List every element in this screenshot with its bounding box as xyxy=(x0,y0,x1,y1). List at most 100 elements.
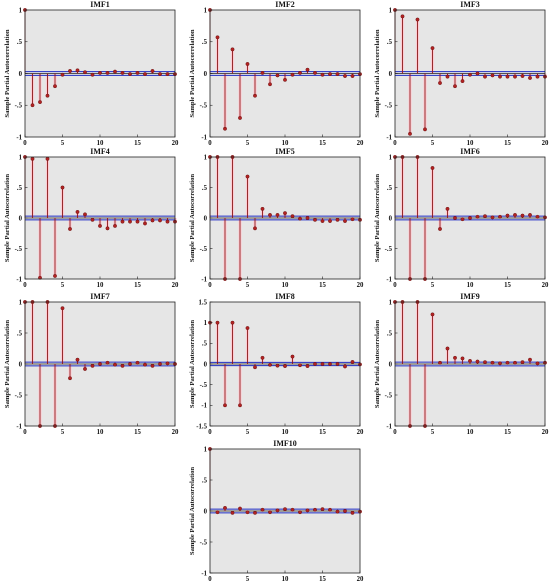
x-tick-label: 5 xyxy=(246,282,250,289)
y-tick-label: 1 xyxy=(389,299,393,306)
x-tick-label: 20 xyxy=(357,140,364,147)
stem-marker-lag-16 xyxy=(328,219,332,223)
stem-marker-lag-8 xyxy=(268,82,272,87)
stem-marker-lag-19 xyxy=(165,72,170,77)
stem-marker-lag-19 xyxy=(535,214,540,219)
stem-marker-lag-2 xyxy=(223,403,227,408)
stem-marker-lag-5 xyxy=(245,174,250,179)
stem-marker-lag-15 xyxy=(505,74,510,79)
stem-marker-lag-10 xyxy=(98,362,102,366)
stem-marker-lag-9 xyxy=(275,73,280,78)
stem-marker-lag-9 xyxy=(275,508,280,513)
stem-marker-lag-16 xyxy=(328,72,332,77)
y-tick-label: 0 xyxy=(204,508,208,515)
stem-marker-lag-11 xyxy=(475,71,480,76)
x-tick-label: 0 xyxy=(208,282,212,289)
stem-marker-lag-16 xyxy=(143,221,147,226)
stem-marker-lag-6 xyxy=(253,365,257,370)
x-tick-label: 15 xyxy=(134,140,141,147)
stem-marker-lag-13 xyxy=(120,219,125,224)
stem-marker-lag-15 xyxy=(320,362,325,366)
stem-marker-lag-16 xyxy=(143,362,147,367)
x-tick-label: 15 xyxy=(504,429,511,436)
stem-marker-lag-18 xyxy=(158,362,162,366)
y-tick-label: -.5 xyxy=(200,246,208,253)
stem-marker-lag-6 xyxy=(253,93,257,98)
y-tick-label: -.5 xyxy=(200,103,208,110)
stem-marker-lag-5 xyxy=(430,312,435,317)
stem-marker-lag-15 xyxy=(320,219,325,223)
y-tick-label: .5 xyxy=(202,185,208,192)
stem-marker-lag-10 xyxy=(283,77,287,82)
stem-marker-lag-5 xyxy=(245,62,250,66)
y-axis-label: Sample Partial Autocorrelation xyxy=(374,320,381,408)
stem-marker-lag-11 xyxy=(105,70,110,75)
stem-marker-lag-9 xyxy=(90,217,95,222)
x-tick-label: 15 xyxy=(134,429,141,436)
stem-marker-lag-2 xyxy=(223,505,227,510)
stem-marker-lag-15 xyxy=(505,213,510,218)
x-tick-label: 15 xyxy=(134,282,141,289)
y-tick-label: -1 xyxy=(201,403,207,410)
panel-title: IMF3 xyxy=(460,0,480,9)
y-axis-label: Sample Partial Autocorrelation xyxy=(189,320,196,408)
stem-marker-lag-6 xyxy=(253,510,257,515)
x-tick-label: 10 xyxy=(282,140,289,147)
stem-marker-lag-12 xyxy=(113,69,117,74)
stem-marker-lag-11 xyxy=(105,226,110,231)
panel-title: IMF10 xyxy=(273,439,297,448)
y-tick-label: 1 xyxy=(19,154,23,161)
y-tick-label: 1.5 xyxy=(199,299,208,306)
y-axis-label: Sample Partial Autocorrelation xyxy=(189,467,196,555)
x-tick-label: 5 xyxy=(431,282,435,289)
stem-marker-lag-10 xyxy=(468,72,472,77)
stem-marker-lag-6 xyxy=(438,81,442,85)
x-tick-label: 5 xyxy=(431,429,435,436)
stem-marker-lag-14 xyxy=(498,361,502,366)
stem-marker-lag-5 xyxy=(245,510,250,515)
stem-marker-lag-19 xyxy=(350,74,355,78)
x-tick-label: 5 xyxy=(431,140,435,147)
stem-marker-lag-3 xyxy=(45,93,50,98)
y-tick-label: 1 xyxy=(389,154,393,161)
panel-title: IMF9 xyxy=(460,292,480,301)
stem-marker-lag-19 xyxy=(165,219,170,224)
y-tick-label: 0 xyxy=(204,71,208,78)
stem-marker-lag-12 xyxy=(483,214,487,219)
stems xyxy=(23,155,177,280)
stem-marker-lag-14 xyxy=(128,219,132,224)
stem-marker-lag-12 xyxy=(298,363,302,368)
stem-marker-lag-7 xyxy=(445,346,450,351)
x-tick-label: 10 xyxy=(97,282,104,289)
stem-marker-lag-11 xyxy=(475,214,480,219)
y-tick-label: 0 xyxy=(204,361,208,368)
y-axis-label: Sample Partial Autocorrelation xyxy=(4,320,11,408)
y-tick-label: .5 xyxy=(387,185,393,192)
stem-marker-lag-14 xyxy=(498,214,502,219)
x-tick-label: 5 xyxy=(246,140,250,147)
y-axis-label: Sample Partial Autocorrelation xyxy=(189,29,196,117)
stem-marker-lag-17 xyxy=(150,363,155,368)
stem-marker-lag-13 xyxy=(120,363,125,368)
x-tick-label: 20 xyxy=(542,429,549,436)
stem-marker-lag-6 xyxy=(68,69,72,73)
stem-marker-lag-10 xyxy=(468,216,472,220)
stem-marker-lag-11 xyxy=(475,359,480,364)
x-tick-label: 10 xyxy=(467,429,474,436)
y-tick-label: -.5 xyxy=(15,246,23,253)
y-tick-label: .5 xyxy=(17,185,23,192)
stem-marker-lag-12 xyxy=(113,362,117,367)
y-tick-label: -1 xyxy=(201,276,207,283)
y-tick-label: 0 xyxy=(19,361,23,368)
stem-marker-lag-7 xyxy=(75,209,80,214)
y-tick-label: -1 xyxy=(386,423,392,430)
x-tick-label: 5 xyxy=(246,576,250,583)
panel-imf7: 0 5 10 15 20 -1 -.5 0 .5 1 IMF7 Sample Partial Auto… xyxy=(4,292,179,436)
stem-marker-lag-18 xyxy=(158,72,162,77)
y-tick-label: -.5 xyxy=(15,392,23,399)
y-tick-label: 1 xyxy=(204,320,208,327)
x-tick-label: 0 xyxy=(208,429,212,436)
stem-marker-lag-16 xyxy=(328,362,332,366)
y-tick-label: .5 xyxy=(17,330,23,337)
stem-marker-lag-8 xyxy=(453,84,457,89)
